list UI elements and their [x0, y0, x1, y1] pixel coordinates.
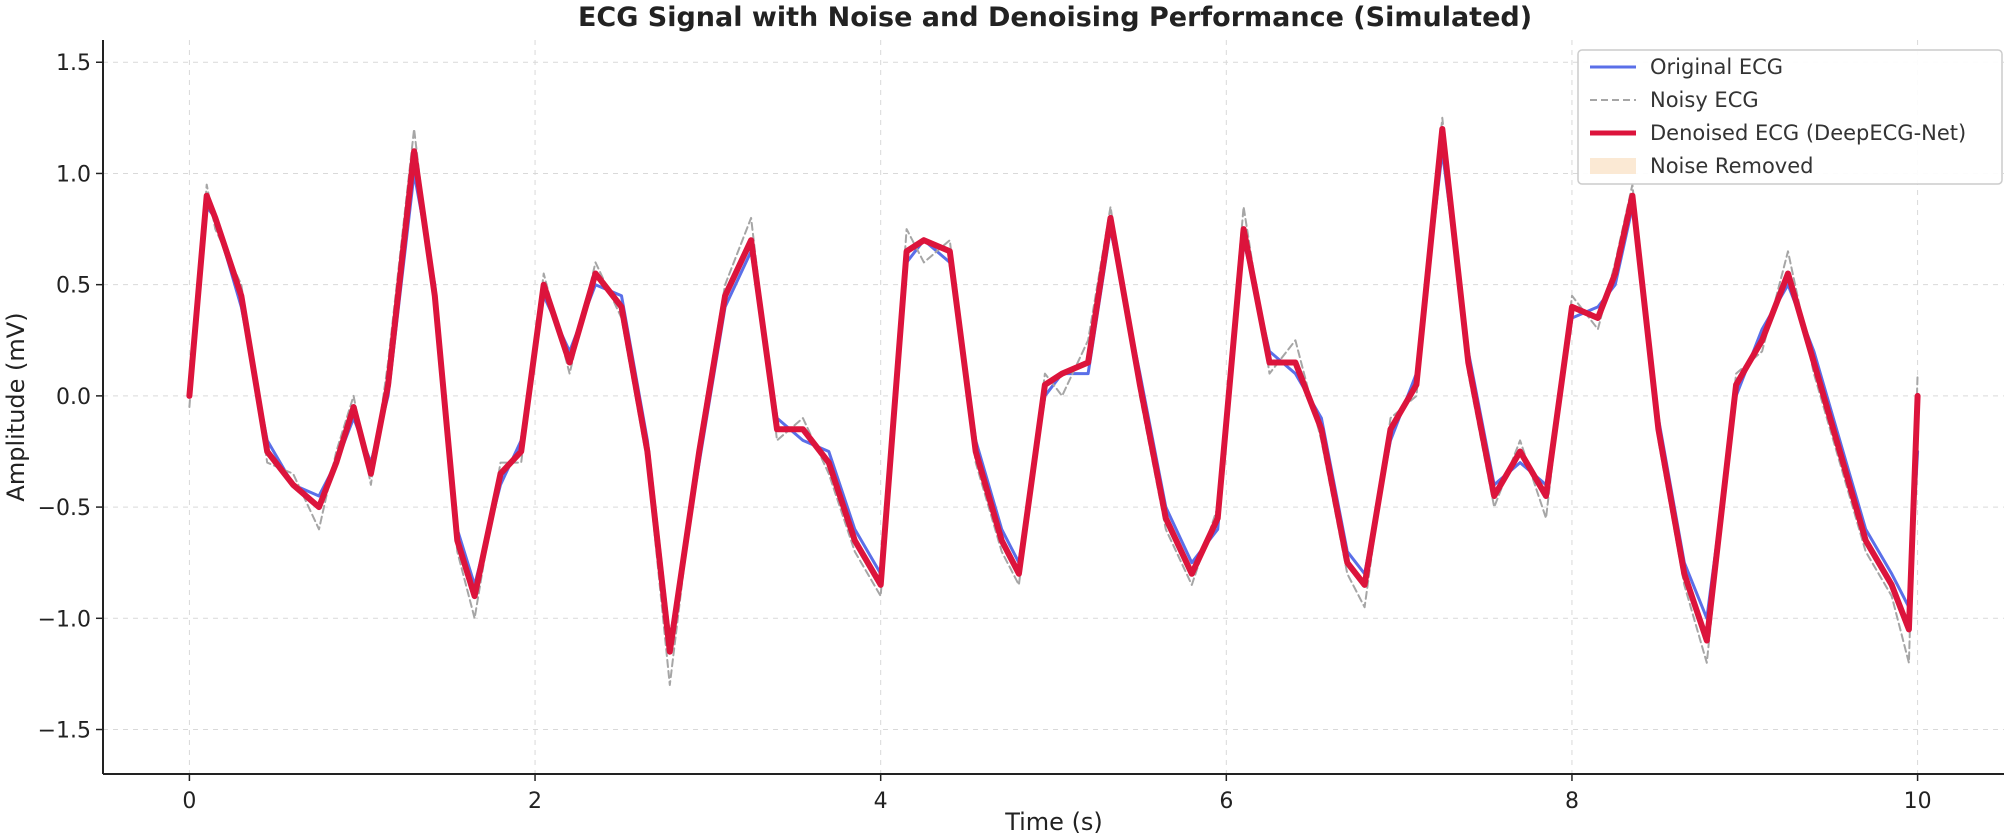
x-ticks: 0 2 4 6 8 10 — [182, 774, 1932, 814]
y-tick-label: 0.0 — [56, 385, 91, 410]
y-tick-label: 1.0 — [56, 162, 91, 187]
series-denoised-ecg — [186, 126, 1921, 655]
y-tick-label: −1.5 — [38, 719, 91, 744]
legend-item-original-ecg: Original ECG — [1590, 55, 1783, 79]
x-tick-label: 6 — [1219, 789, 1233, 814]
legend-box — [1577, 49, 2003, 185]
legend-label: Noise Removed — [1650, 154, 1813, 178]
legend-item-denoised-ecg-deepecg-net: Denoised ECG (DeepECG-Net) — [1590, 121, 1966, 145]
y-axis-label: Amplitude (mV) — [2, 312, 30, 501]
y-tick-label: 1.5 — [56, 51, 91, 76]
y-tick-label: −1.0 — [38, 607, 91, 632]
x-tick-label: 2 — [528, 789, 542, 814]
axes — [102, 40, 2004, 775]
series-layer — [186, 116, 1921, 686]
legend-label: Denoised ECG (DeepECG-Net) — [1650, 121, 1966, 145]
legend-item-noisy-ecg: Noisy ECG — [1590, 88, 1759, 112]
chart-title: ECG Signal with Noise and Denoising Perf… — [578, 2, 1532, 33]
legend-label: Noisy ECG — [1650, 88, 1759, 112]
x-tick-label: 4 — [874, 789, 888, 814]
legend-swatch — [1590, 158, 1636, 174]
x-tick-label: 8 — [1565, 789, 1579, 814]
legend: Original ECG Noisy ECG Denoised ECG (DeepE… — [1577, 49, 2003, 185]
legend-label: Original ECG — [1650, 55, 1783, 79]
y-tick-label: −0.5 — [38, 496, 91, 521]
legend-item-noise-removed: Noise Removed — [1590, 154, 1813, 178]
x-tick-label: 0 — [182, 789, 196, 814]
x-tick-label: 10 — [1904, 789, 1932, 814]
x-axis-label: Time (s) — [1004, 808, 1103, 836]
y-ticks: −1.5 −1.0 −0.5 0.0 0.5 1.0 1.5 — [38, 51, 103, 744]
y-tick-label: 0.5 — [56, 274, 91, 299]
